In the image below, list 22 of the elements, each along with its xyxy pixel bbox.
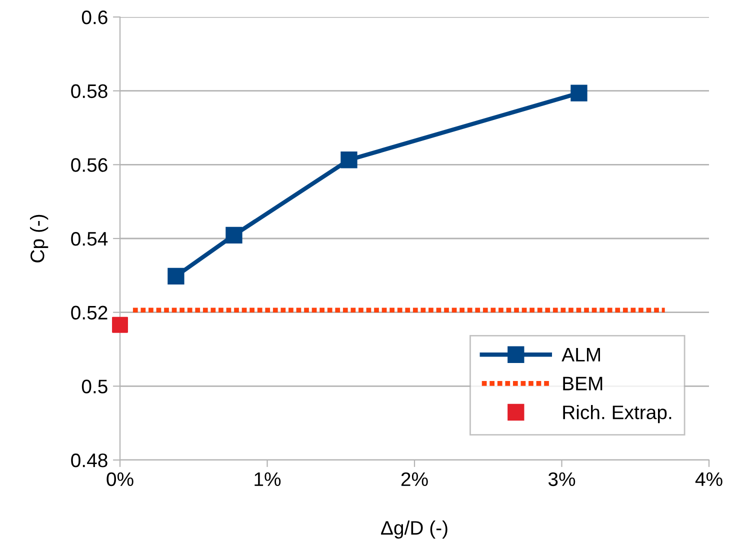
x-tick-label: 1% (254, 472, 281, 486)
y-tick-label: 0.5 (82, 380, 108, 394)
legend-label: BEM (563, 376, 602, 390)
y-axis-title: Cp (-) (30, 214, 48, 262)
y-tick-label: 0.52 (71, 306, 108, 320)
x-axis-title: Δg/D (-) (381, 520, 448, 539)
point (226, 226, 242, 244)
y-tick-label: 0.54 (71, 232, 108, 246)
point (168, 268, 184, 284)
y-tick-label: 0.56 (71, 158, 108, 172)
legend-label: ALM (562, 348, 600, 362)
point (340, 152, 358, 168)
y-tick-label: 0.58 (71, 84, 108, 98)
point (570, 84, 588, 102)
y-tick-label: 0.6 (82, 10, 108, 24)
x-tick-label: 2% (401, 472, 428, 486)
x-tick-label: 3% (548, 472, 576, 486)
x-tick-label: 4% (695, 472, 722, 486)
x-tick-label: 0% (106, 472, 134, 486)
legend-label: Rich. Extrap. (563, 404, 672, 424)
point (112, 316, 128, 333)
y-tick-label: 0.48 (71, 453, 108, 468)
